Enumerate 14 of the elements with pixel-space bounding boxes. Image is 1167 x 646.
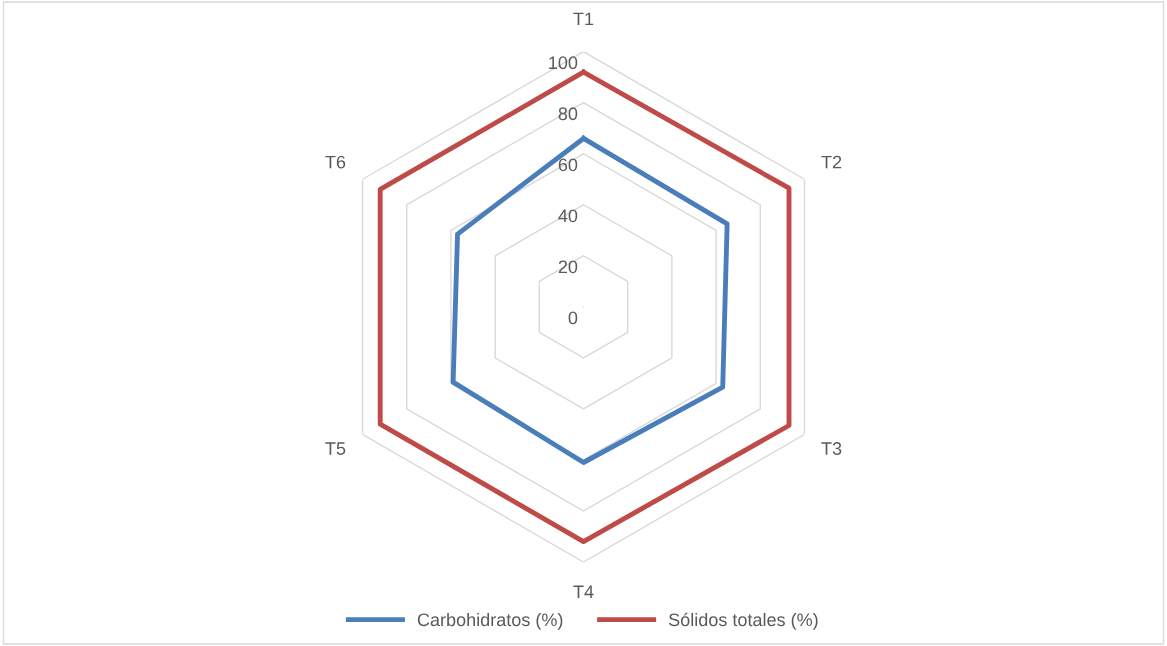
y-tick-label: 40 — [558, 209, 578, 223]
y-tick-label: 100 — [549, 56, 578, 70]
y-tick-label: 80 — [558, 107, 578, 121]
spoke-label: T2 — [821, 155, 842, 169]
y-tick-label: 0 — [568, 311, 578, 325]
spoke-label: T4 — [573, 585, 594, 598]
spoke-label: T6 — [325, 155, 346, 169]
legend-label: Sólidos totales (%) — [668, 612, 818, 630]
legend-label: Carbohidratos (%) — [417, 612, 563, 630]
spoke-label: T1 — [573, 12, 594, 26]
spoke-label: T5 — [325, 442, 346, 455]
spoke-label: T3 — [821, 442, 842, 455]
y-tick-label: 20 — [558, 260, 578, 274]
y-tick-label: 60 — [558, 158, 578, 172]
